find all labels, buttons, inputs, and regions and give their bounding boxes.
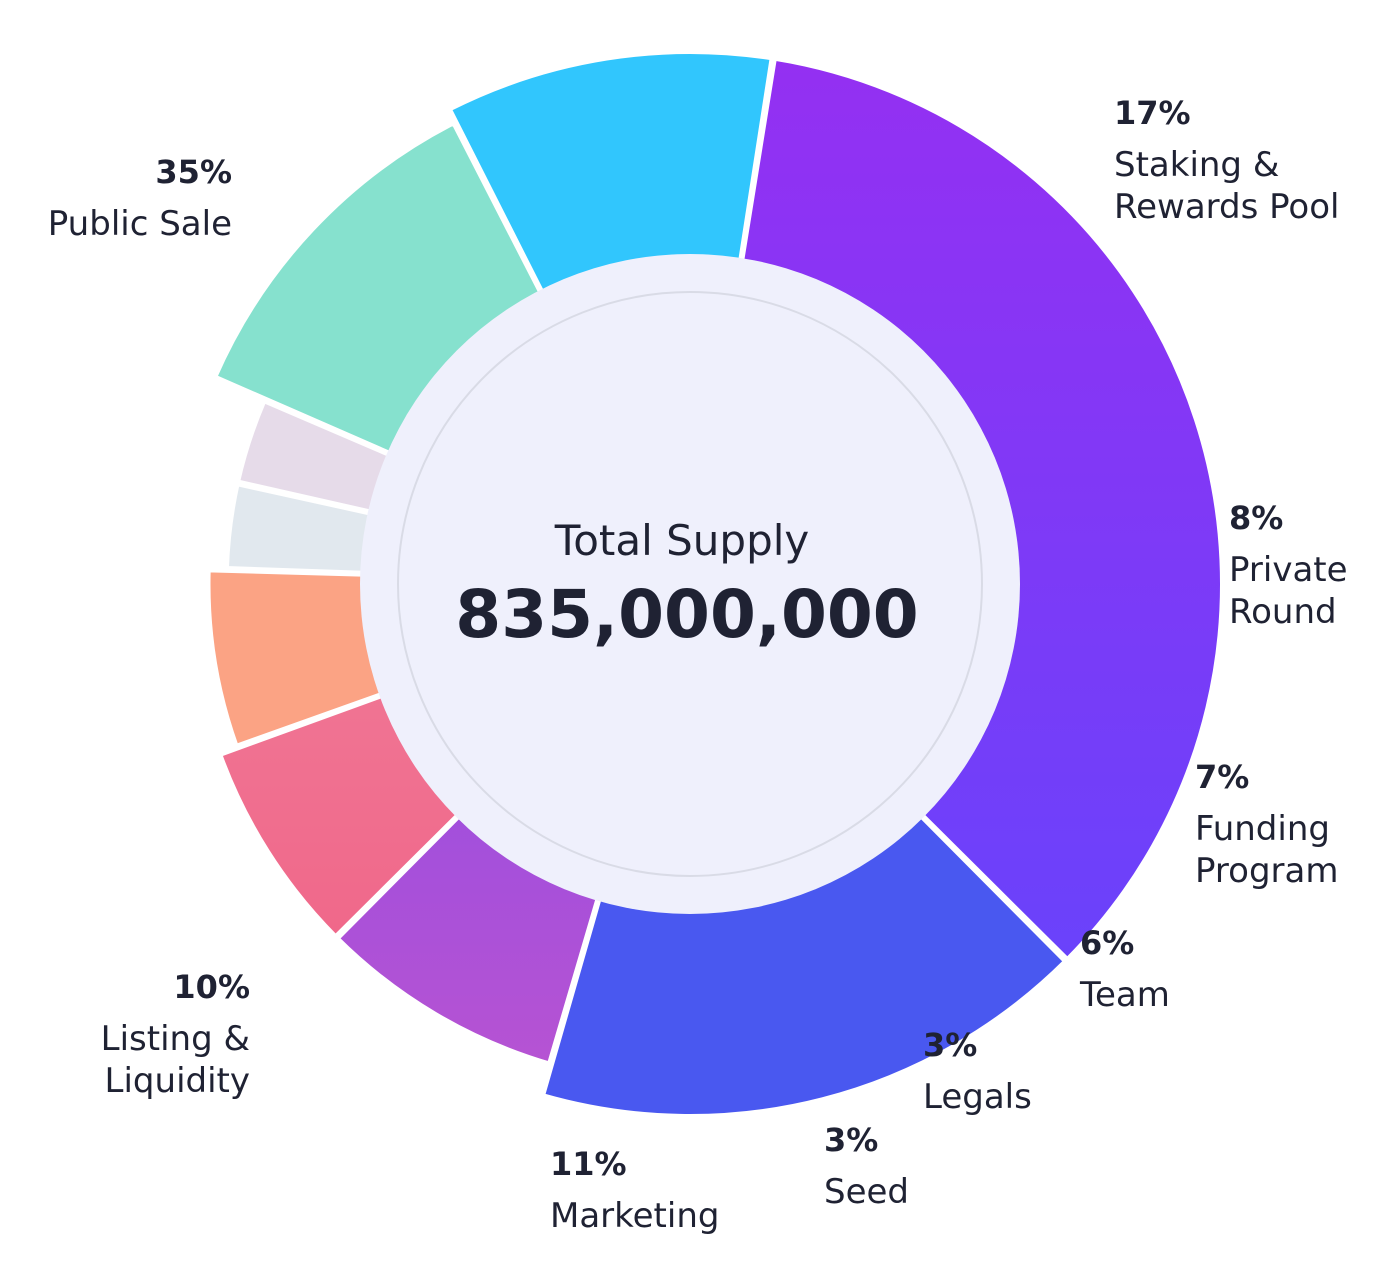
label-name-seed: Seed [824,1172,909,1212]
total-supply-value: 835,000,000 [455,576,918,653]
label-name-public-sale: Public Sale [48,204,232,244]
label-name-funding-program-line-2: Program [1195,851,1338,891]
label-name-team: Team [1079,975,1170,1015]
label-percent-marketing: 11% [550,1145,627,1183]
center-disc [360,254,1020,914]
label-name-staking-rewards-pool-line-2: Rewards Pool [1114,187,1339,227]
labels-group: 35% Public Sale 17% Staking &Rewards Pool 8%… [48,94,1348,1236]
label-percent-team: 6% [1080,924,1134,962]
label-name-legals: Legals [923,1077,1032,1117]
label-name-listing-liquidity-line-2: Liquidity [105,1061,250,1101]
label-name-private-round-line-1: Private [1229,550,1348,590]
label-percent-private-round: 8% [1229,499,1283,537]
label-percent-legals: 3% [923,1026,977,1064]
label-percent-seed: 3% [824,1121,878,1159]
label-name-marketing: Marketing [550,1196,719,1236]
label-percent-public-sale: 35% [155,153,232,191]
label-name-private-round-line-2: Round [1229,592,1337,632]
label-name-funding-program-line-1: Funding [1195,809,1330,849]
label-name-listing-liquidity-line-1: Listing & [101,1019,250,1059]
center-title: Total Supply [554,516,810,565]
label-percent-staking-rewards-pool: 17% [1114,94,1191,132]
label-percent-listing-liquidity: 10% [173,968,250,1006]
label-percent-funding-program: 7% [1195,758,1249,796]
center-group: Total Supply 835,000,000 [360,254,1020,914]
label-name-staking-rewards-pool-line-1: Staking & [1114,145,1279,185]
center-inner-ring [397,291,983,877]
